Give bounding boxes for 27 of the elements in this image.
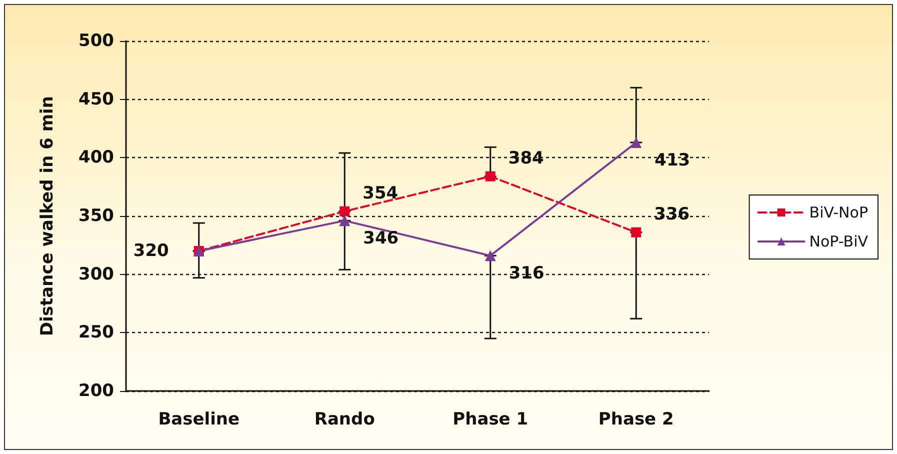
data-label: 413 [654,150,690,170]
x-tick-label: Baseline [158,410,240,430]
y-tick-label: 450 [78,89,114,110]
y-tick-label: 500 [78,31,114,51]
legend-label: NoP-BiV [809,232,869,250]
point [485,171,496,182]
point [484,250,496,262]
point [631,227,642,238]
y-tick-label: 200 [78,381,114,401]
data-label: 320 [133,241,170,261]
point [339,215,350,226]
x-tick-label: Phase 1 [452,410,528,430]
data-label: 336 [654,204,690,224]
data-label: 346 [363,228,399,249]
legend-label: BiV-NoP [809,204,868,222]
y-axis-title: Distance walked in 6 min [38,96,58,336]
data-label: 354 [362,183,398,204]
x-tick-label: Phase 2 [598,410,674,430]
x-tick-label: Rando [314,410,375,430]
y-tick-label: 400 [78,148,114,168]
data-label: 316 [508,264,544,284]
data-label: 384 [508,148,544,168]
y-tick-label: 350 [78,206,114,226]
y-tick-label: 300 [78,264,114,284]
point [630,137,642,148]
y-tick-label: 250 [78,322,114,343]
point [340,206,350,216]
